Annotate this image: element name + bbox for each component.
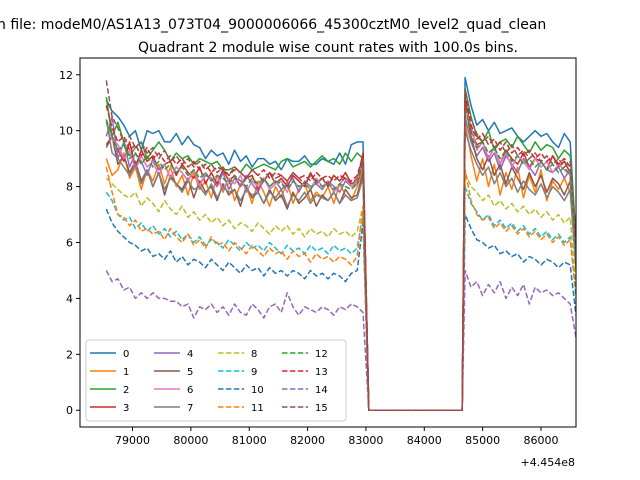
series-line-14 [105, 269, 576, 411]
legend-label-7: 7 [187, 403, 193, 414]
series-line-7 [105, 119, 576, 411]
legend-label-8: 8 [251, 349, 257, 360]
legend-label-14: 14 [315, 385, 328, 396]
series-line-9 [105, 185, 576, 411]
legend-label-3: 3 [123, 403, 129, 414]
legend-label-11: 11 [251, 403, 264, 414]
y-tick-label: 8 [66, 181, 73, 194]
series-line-11 [105, 166, 576, 411]
y-tick-label: 4 [66, 292, 73, 305]
y-tick-label: 0 [66, 404, 73, 417]
legend-label-15: 15 [315, 403, 328, 414]
legend-box [85, 339, 347, 422]
legend-label-12: 12 [315, 349, 328, 360]
series-line-10 [105, 208, 576, 411]
legend-label-4: 4 [187, 349, 193, 360]
x-tick-label: 80000 [173, 434, 208, 447]
legend-label-5: 5 [187, 367, 193, 378]
x-tick-label: 84000 [407, 434, 442, 447]
y-tick-label: 12 [59, 69, 73, 82]
x-tick-label: 82000 [290, 434, 325, 447]
x-axis-offset-label: +4.454e8 [521, 456, 575, 469]
x-axis: 79000 80000 81000 82000 83000 84000 85000 86000 [115, 427, 558, 447]
series-line-8 [105, 171, 576, 411]
series-line-6 [105, 107, 576, 411]
series-line-15 [105, 80, 576, 411]
legend-label-1: 1 [123, 367, 129, 378]
x-tick-label: 83000 [348, 434, 383, 447]
series-line-12 [105, 104, 576, 411]
x-tick-label: 85000 [465, 434, 500, 447]
legend-label-0: 0 [123, 349, 129, 360]
y-tick-label: 6 [66, 237, 73, 250]
x-tick-label: 86000 [523, 434, 558, 447]
y-tick-label: 10 [59, 125, 73, 138]
legend-label-6: 6 [187, 385, 193, 396]
series-layer [105, 76, 576, 411]
series-line-5 [105, 101, 576, 411]
y-axis: 0 2 4 6 8 10 12 [59, 69, 80, 417]
x-tick-label: 81000 [232, 434, 267, 447]
legend-label-10: 10 [251, 385, 264, 396]
chart-title: Quadrant 2 module wise count rates with … [138, 40, 518, 56]
y-tick-label: 2 [66, 348, 73, 361]
series-line-13 [105, 93, 576, 411]
figure-suptitle: n file: modeM0/AS1A13_073T04_9000006066_… [0, 17, 546, 33]
legend-label-13: 13 [315, 367, 328, 378]
legend-label-9: 9 [251, 367, 257, 378]
legend-label-2: 2 [123, 385, 129, 396]
x-tick-label: 79000 [115, 434, 150, 447]
